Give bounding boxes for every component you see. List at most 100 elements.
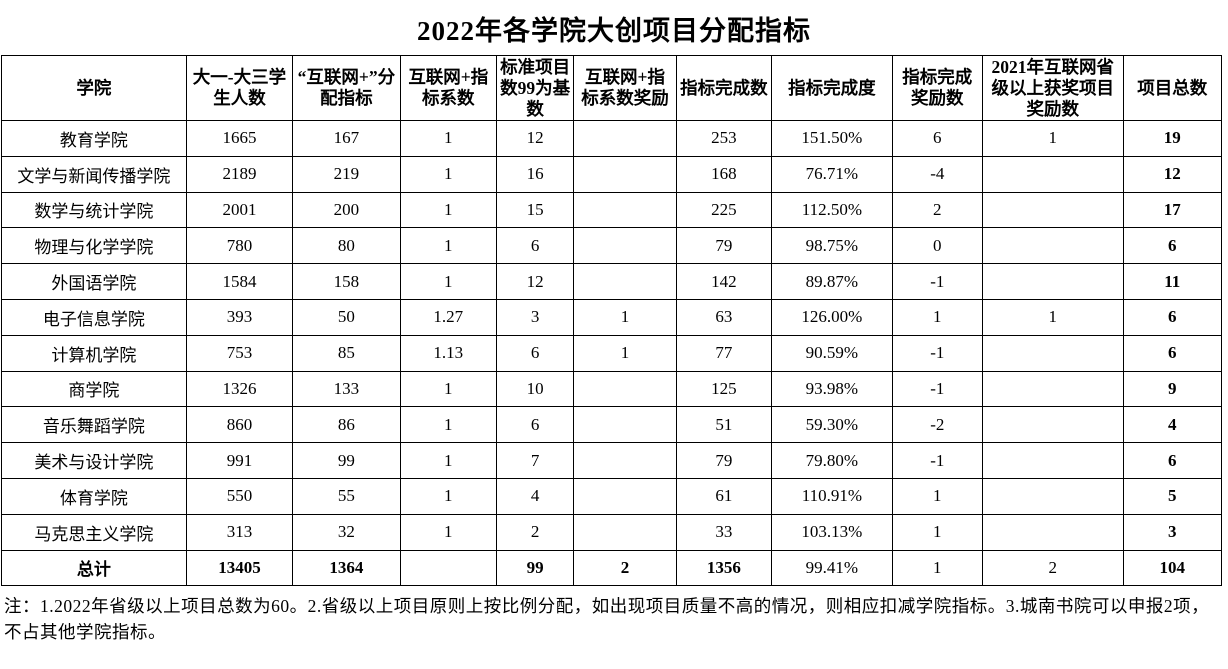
cell: 12 (495, 263, 575, 300)
table-row: 体育学院 550 55 1 4 61 110.91% 1 5 (1, 477, 1223, 515)
cell (981, 191, 1124, 229)
cell: 93.98% (771, 370, 893, 408)
cell: 112.50% (771, 191, 893, 229)
cell: 51 (675, 406, 773, 444)
cell: 2001 (185, 191, 294, 229)
cell: 19 (1122, 120, 1223, 157)
column-header: 指标完成度 (771, 55, 893, 121)
cell: -1 (891, 334, 983, 372)
cell: 1 (399, 191, 498, 229)
cell: 11 (1122, 263, 1223, 300)
cell: 1 (981, 120, 1124, 157)
college-name: 物理与化学学院 (1, 227, 187, 265)
cell: 1 (399, 227, 498, 265)
cell: 79 (675, 227, 773, 265)
cell: 85 (292, 334, 401, 372)
cell (981, 155, 1124, 193)
cell: 0 (891, 227, 983, 265)
column-header: 互联网+指标系数 (399, 55, 498, 121)
cell: 1 (891, 298, 983, 336)
cell: -1 (891, 442, 983, 479)
cell: 15 (495, 191, 575, 229)
cell: 225 (675, 191, 773, 229)
cell (573, 191, 677, 229)
header-row: 学院 大一-大三学生人数 “互联网+”分配指标 互联网+指标系数 标准项目数99为基数互… (1, 55, 1223, 121)
table-row: 电子信息学院 393 50 1.27 3 1 63 126.00% 1 1 6 (1, 298, 1223, 336)
cell: 219 (292, 155, 401, 193)
table-row: 外国语学院 1584 158 1 12 142 89.87% -1 11 (1, 263, 1223, 300)
cell: 126.00% (771, 298, 893, 336)
cell: 1 (399, 513, 498, 551)
cell: 4 (1122, 406, 1223, 444)
total-cell (399, 549, 498, 587)
cell: 1 (399, 370, 498, 408)
total-cell: 2 (981, 549, 1124, 587)
total-cell: 104 (1122, 549, 1223, 587)
cell: 393 (185, 298, 294, 336)
cell: 10 (495, 370, 575, 408)
cell: 1 (891, 477, 983, 515)
cell (573, 477, 677, 515)
column-header: 指标完成数 (675, 55, 773, 121)
cell (981, 477, 1124, 515)
cell: 79 (675, 442, 773, 479)
cell: 1 (399, 406, 498, 444)
column-header: “互联网+”分配指标 (292, 55, 401, 121)
cell (981, 442, 1124, 479)
cell: 991 (185, 442, 294, 479)
cell (981, 406, 1124, 444)
cell: 63 (675, 298, 773, 336)
cell: 6 (1122, 227, 1223, 265)
cell: 6 (1122, 334, 1223, 372)
cell (573, 406, 677, 444)
total-cell: 13405 (185, 549, 294, 587)
cell: 1326 (185, 370, 294, 408)
total-cell: 1 (891, 549, 983, 587)
cell (981, 227, 1124, 265)
cell: 1 (399, 263, 498, 300)
cell: 61 (675, 477, 773, 515)
cell: 110.91% (771, 477, 893, 515)
cell: 17 (1122, 191, 1223, 229)
cell: 2 (891, 191, 983, 229)
column-header: 互联网+指标系数奖励 (573, 55, 677, 121)
college-name: 教育学院 (1, 120, 187, 157)
total-cell: 2 (573, 549, 677, 587)
cell (573, 263, 677, 300)
cell: 79.80% (771, 442, 893, 479)
cell (573, 155, 677, 193)
cell: 77 (675, 334, 773, 372)
allocation-table: 学院 大一-大三学生人数 “互联网+”分配指标 互联网+指标系数 标准项目数99为基数互… (1, 55, 1223, 587)
column-header: 学院 (1, 55, 187, 121)
cell: 151.50% (771, 120, 893, 157)
table-row: 美术与设计学院 991 99 1 7 79 79.80% -1 6 (1, 442, 1223, 479)
cell (573, 227, 677, 265)
cell: 313 (185, 513, 294, 551)
column-header: 项目总数 (1122, 55, 1223, 121)
table-row: 文学与新闻传播学院 2189 219 1 16 168 76.71% -4 12 (1, 155, 1223, 193)
column-header: 标准项目数99为基数 (495, 55, 575, 121)
college-name: 马克思主义学院 (1, 513, 187, 551)
table-row: 马克思主义学院 313 32 1 2 33 103.13% 1 3 (1, 513, 1223, 551)
cell: 1 (891, 513, 983, 551)
cell: 753 (185, 334, 294, 372)
cell: 167 (292, 120, 401, 157)
cell: 6 (495, 227, 575, 265)
cell: 5 (1122, 477, 1223, 515)
table-row: 物理与化学学院 780 80 1 6 79 98.75% 0 6 (1, 227, 1223, 265)
cell: 12 (1122, 155, 1223, 193)
page-title: 2022年各学院大创项目分配指标 (417, 16, 811, 46)
cell: 6 (495, 406, 575, 444)
cell: 1.13 (399, 334, 498, 372)
cell: -1 (891, 263, 983, 300)
total-label: 总计 (1, 549, 187, 587)
cell: 200 (292, 191, 401, 229)
column-header: 指标完成奖励数 (891, 55, 983, 121)
cell: 125 (675, 370, 773, 408)
cell: 1 (573, 334, 677, 372)
cell: 33 (675, 513, 773, 551)
cell: 133 (292, 370, 401, 408)
column-header: 大一-大三学生人数 (185, 55, 294, 121)
table-row: 音乐舞蹈学院 860 86 1 6 51 59.30% -2 4 (1, 406, 1223, 444)
college-name: 音乐舞蹈学院 (1, 406, 187, 444)
